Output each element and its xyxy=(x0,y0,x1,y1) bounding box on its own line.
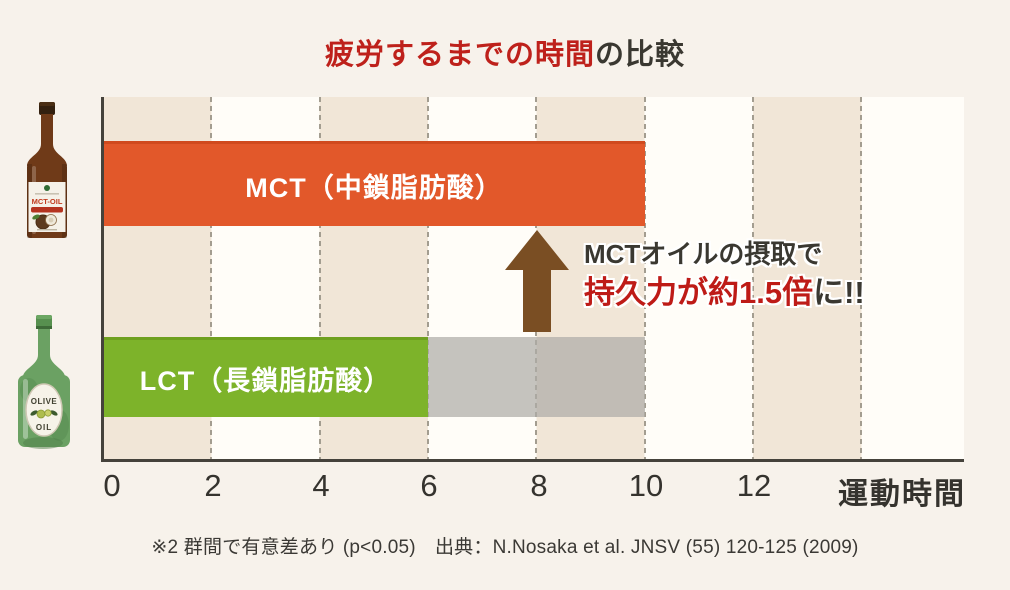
olive-bottle-label-top-text: OLIVE xyxy=(31,397,58,406)
x-tick-4: 4 xyxy=(312,468,330,503)
mct-bar: MCT（中鎖脂肪酸） xyxy=(103,141,645,226)
x-axis-line xyxy=(101,459,964,462)
x-tick-6: 6 xyxy=(420,468,438,503)
annotation-line2-rest: に!! xyxy=(813,274,865,310)
annotation-line2-highlight: 持久力が約1.5倍 xyxy=(584,274,814,310)
mct-bar-label: MCT（中鎖脂肪酸） xyxy=(245,172,503,203)
page-title-rest: の比較 xyxy=(595,39,686,71)
difference-overlay-bar xyxy=(428,337,645,417)
plot-area: MCT（中鎖脂肪酸） LCT（長鎖脂肪酸） MCTオイルの摂取で 持久力が約1.… xyxy=(103,97,964,460)
page-title-highlight: 疲労するまでの時間 xyxy=(324,39,595,71)
x-tick-12: 12 xyxy=(736,468,772,503)
y-axis-line xyxy=(101,97,104,461)
mct-oil-bottle-image: MCT-OIL xyxy=(27,102,67,238)
x-axis-label: 運動時間 xyxy=(838,478,966,511)
x-tick-8: 8 xyxy=(530,468,548,503)
gridline-6 xyxy=(427,97,429,460)
x-tick-2: 2 xyxy=(204,468,222,503)
page-title: 疲労するまでの時間の比較 xyxy=(0,31,1010,73)
x-tick-10: 10 xyxy=(628,468,664,503)
olive-bottle-label-bottom-text: OIL xyxy=(36,423,52,432)
up-arrow-icon xyxy=(505,230,569,332)
source-footnote: ※2 群間で有意差あり (p<0.05) 出典：N.Nosaka et al. … xyxy=(151,537,859,558)
gridline-2 xyxy=(210,97,212,460)
x-tick-0: 0 xyxy=(103,468,121,503)
mct-bottle-label-text: MCT-OIL xyxy=(32,197,63,206)
annotation-line1: MCTオイルの摂取で xyxy=(584,239,823,269)
gridline-14 xyxy=(860,97,862,460)
annotation-callout: MCTオイルの摂取で 持久力が約1.5倍に!! xyxy=(584,238,865,312)
lct-bar: LCT（長鎖脂肪酸） xyxy=(103,337,428,417)
gridline-4 xyxy=(319,97,321,460)
gridline-12 xyxy=(752,97,754,460)
olive-oil-bottle-image: OLIVE OIL xyxy=(18,315,70,449)
annotation-line2: 持久力が約1.5倍に!! xyxy=(584,274,865,313)
lct-bar-label: LCT（長鎖脂肪酸） xyxy=(139,366,392,396)
gridline-10 xyxy=(644,97,646,460)
